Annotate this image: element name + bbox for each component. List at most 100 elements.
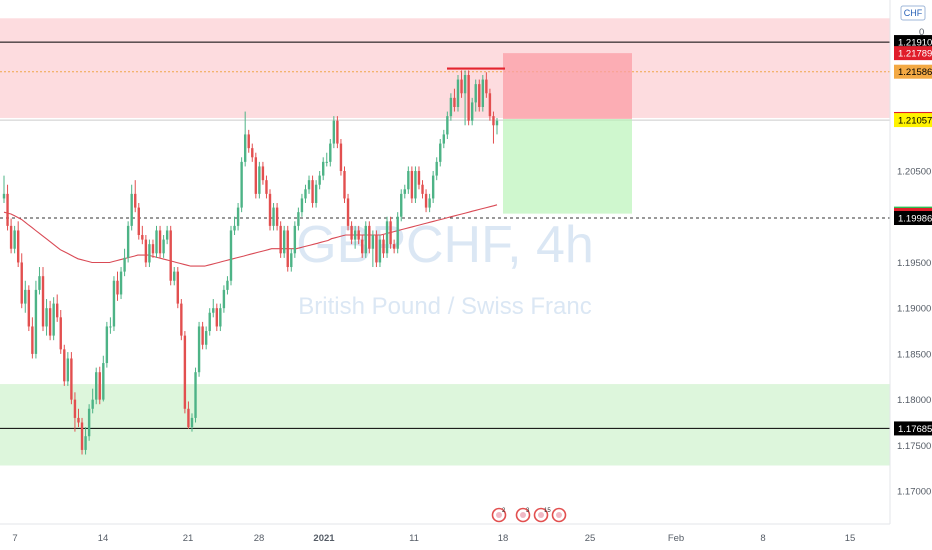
candle xyxy=(478,79,481,112)
svg-text:1.21910: 1.21910 xyxy=(898,38,932,49)
price-tick: 1.17000 xyxy=(897,487,931,498)
price-label-line-black: 1.17685 xyxy=(894,421,932,436)
candle xyxy=(254,152,258,199)
candle xyxy=(222,285,226,313)
candle xyxy=(410,166,414,204)
candle xyxy=(208,308,211,336)
candle xyxy=(148,239,151,268)
supply-zone xyxy=(0,18,890,118)
svg-text:2: 2 xyxy=(502,508,506,514)
candle xyxy=(265,175,268,199)
svg-text:1.21789: 1.21789 xyxy=(898,49,932,60)
price-tick-top-2: 0 xyxy=(919,27,924,38)
candle xyxy=(219,303,222,332)
candle xyxy=(41,267,45,332)
candle xyxy=(453,88,456,112)
candle xyxy=(424,189,428,213)
event-badge[interactable]: 3 xyxy=(515,507,531,523)
candle xyxy=(403,184,406,199)
candle xyxy=(73,392,77,432)
candle xyxy=(470,97,474,126)
candle xyxy=(407,166,410,194)
currency-box[interactable] xyxy=(900,5,926,21)
event-badge[interactable] xyxy=(551,507,567,523)
candle xyxy=(38,267,41,295)
candle xyxy=(364,221,367,258)
candle xyxy=(173,267,176,286)
candle xyxy=(165,225,169,245)
candle xyxy=(151,239,155,258)
candle xyxy=(87,404,91,441)
candle xyxy=(275,203,279,231)
candle xyxy=(236,203,240,231)
position-stop-zone[interactable] xyxy=(503,53,632,119)
candle xyxy=(2,175,6,204)
candle xyxy=(346,193,350,231)
candle xyxy=(392,239,396,254)
price-axis[interactable] xyxy=(890,0,932,524)
candle xyxy=(481,74,485,112)
candle xyxy=(400,189,403,222)
candle xyxy=(322,157,325,181)
candle xyxy=(467,70,470,126)
time-tick: 25 xyxy=(585,533,596,544)
time-tick: 7 xyxy=(12,533,17,544)
candle xyxy=(66,352,70,386)
candle xyxy=(183,331,187,414)
event-badges[interactable]: 2 3 15 xyxy=(491,507,567,523)
candle xyxy=(247,129,250,153)
event-badge[interactable]: 2 xyxy=(491,507,507,523)
candle xyxy=(488,88,492,121)
candle xyxy=(350,221,353,245)
candle xyxy=(318,171,321,190)
candle xyxy=(194,367,197,423)
candle xyxy=(45,299,48,336)
candle xyxy=(442,129,445,149)
candle xyxy=(155,225,158,258)
candle xyxy=(304,184,307,204)
candle xyxy=(439,139,442,167)
candle xyxy=(169,225,172,286)
candle xyxy=(91,388,94,414)
candle xyxy=(463,70,467,126)
candle xyxy=(371,230,375,268)
candle xyxy=(307,175,311,194)
candle xyxy=(48,300,52,341)
candle xyxy=(63,344,66,386)
price-tick: 1.19500 xyxy=(897,258,931,269)
candle xyxy=(190,413,194,432)
candle xyxy=(290,248,293,272)
time-tick: 8 xyxy=(760,533,765,544)
price-labels: 1.219101.217891.215861.210691.210571.200… xyxy=(894,35,932,436)
candle xyxy=(24,280,27,313)
symbol-watermark: GBPCHF, 4h xyxy=(296,216,594,274)
candle xyxy=(212,299,215,318)
event-badge[interactable]: 15 xyxy=(533,507,552,523)
candle xyxy=(116,271,119,301)
price-axis-ticks: 1.17000 1.17500 1.18000 1.18500 1.19000 1.195… xyxy=(897,167,931,498)
candle xyxy=(375,230,378,268)
price-label-yellow: 1.21057 xyxy=(894,113,932,128)
time-tick: Feb xyxy=(668,533,684,544)
candle xyxy=(137,203,140,240)
svg-text:15: 15 xyxy=(544,508,551,514)
time-tick: 14 xyxy=(98,533,109,544)
time-tick: 28 xyxy=(254,533,265,544)
candlesticks xyxy=(2,70,499,455)
candle xyxy=(339,139,343,176)
candle xyxy=(229,225,233,286)
time-tick: 18 xyxy=(498,533,509,544)
candle xyxy=(279,221,282,258)
candle xyxy=(378,235,382,268)
candle xyxy=(98,366,101,405)
candle xyxy=(77,408,80,428)
candle xyxy=(134,180,137,213)
candle xyxy=(293,221,297,258)
candle xyxy=(130,184,133,231)
candle xyxy=(336,116,339,149)
price-label-orange: 1.21586 xyxy=(894,64,932,79)
position-target-zone[interactable] xyxy=(503,118,632,214)
candle xyxy=(112,276,116,332)
candle xyxy=(243,111,247,167)
